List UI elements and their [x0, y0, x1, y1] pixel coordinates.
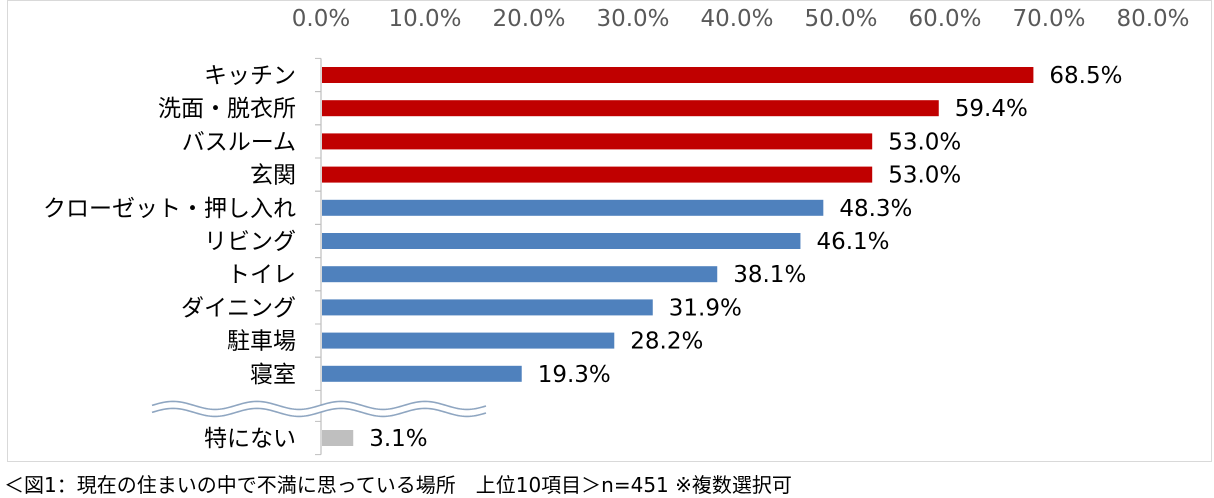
value-label: 38.1% [733, 262, 806, 288]
x-tick-label: 70.0% [1012, 6, 1085, 32]
category-label: キッチン [204, 63, 296, 89]
x-tick-label: 10.0% [388, 6, 461, 32]
value-label: 53.0% [888, 129, 961, 155]
category-label: 寝室 [250, 362, 296, 388]
bar [322, 365, 522, 382]
category-label: バスルーム [182, 129, 296, 155]
category-labels: キッチン洗面・脱衣所バスルーム玄関クローゼット・押し入れリビングトイレダイニング… [43, 63, 296, 452]
bar [322, 133, 873, 150]
bar [322, 100, 939, 117]
category-label: 洗面・脱衣所 [158, 96, 296, 122]
x-tick-label: 0.0% [292, 6, 350, 32]
value-label: 28.2% [630, 329, 703, 355]
bar [322, 332, 615, 349]
category-label: クローゼット・押し入れ [43, 196, 296, 222]
category-label: ダイニング [181, 295, 296, 321]
category-label: 玄関 [250, 163, 296, 189]
caption: ＜図1：現在の住まいの中で不満に思っている場所 上位10項目＞n=451 ※複数… [4, 473, 792, 497]
bar [322, 166, 873, 183]
bar [322, 67, 1034, 83]
x-tick-label: 30.0% [596, 6, 669, 32]
x-tick-label: 80.0% [1116, 6, 1189, 32]
axis-break-line [151, 407, 487, 418]
bar [322, 430, 354, 446]
x-tick-label: 50.0% [804, 6, 877, 32]
category-label: トイレ [227, 262, 296, 288]
category-label: リビング [204, 229, 296, 255]
x-tick-label: 20.0% [492, 6, 565, 32]
axis-break-line [151, 400, 487, 411]
value-label: 53.0% [888, 163, 961, 189]
value-label: 3.1% [369, 426, 427, 452]
bar [322, 199, 824, 216]
bar [322, 233, 801, 249]
value-label: 68.5% [1049, 63, 1122, 89]
category-label: 駐車場 [227, 329, 296, 355]
axis-break-wave [151, 400, 487, 418]
x-tick-label: 60.0% [908, 6, 981, 32]
value-labels: 68.5% 59.4% 53.0% 53.0% 48.3% 46.1% 38.1% 31.9%… [369, 63, 1122, 452]
category-label: 特にない [204, 426, 296, 452]
x-tick-label: 40.0% [700, 6, 773, 32]
y-axis [315, 57, 322, 456]
value-label: 48.3% [839, 196, 912, 222]
value-label: 19.3% [538, 362, 611, 388]
x-axis-ticks: 0.0% 10.0% 20.0% 30.0% 40.0% 50.0% 60.0% 70.0% 8… [292, 6, 1190, 32]
value-label: 59.4% [955, 96, 1028, 122]
value-label: 31.9% [669, 295, 742, 321]
bars [322, 67, 1034, 446]
value-label: 46.1% [816, 229, 889, 255]
bar [322, 299, 653, 316]
bar [322, 266, 718, 283]
